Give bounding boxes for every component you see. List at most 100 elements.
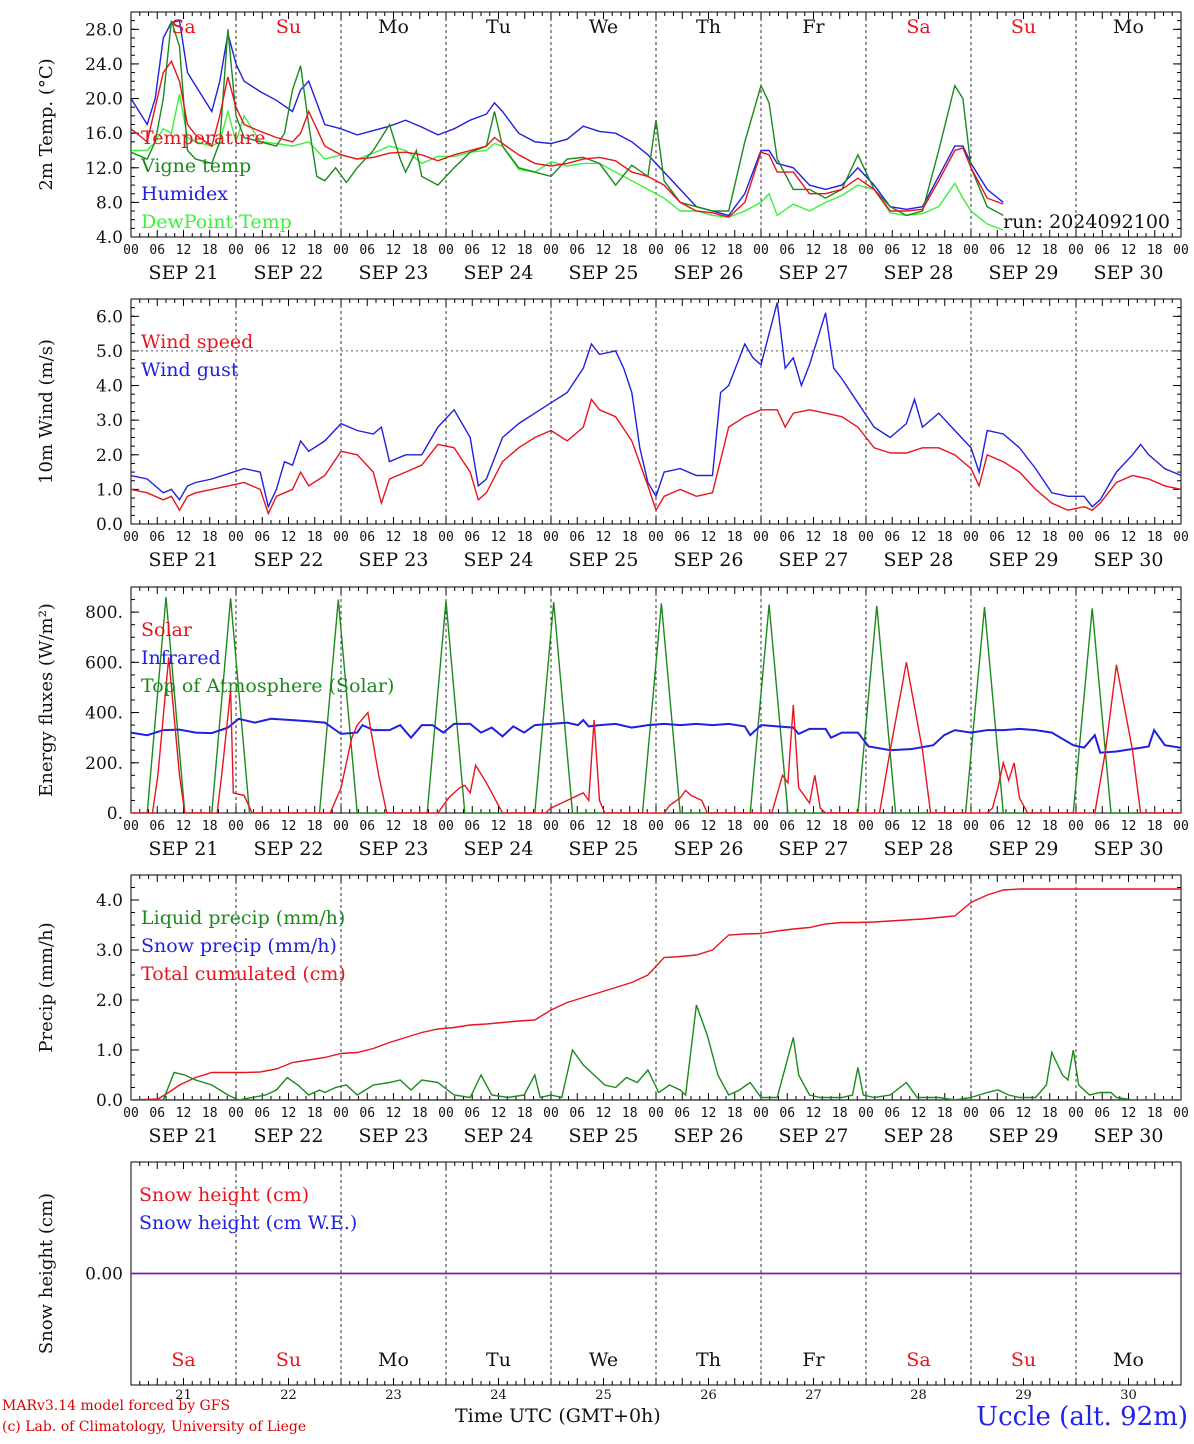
hour-tick-label: 06 — [254, 530, 270, 545]
y-tick-label: 3.0 — [96, 411, 123, 431]
panel-frame — [130, 298, 1182, 525]
date-label: SEP 29 — [989, 1125, 1059, 1147]
hour-tick-label: 06 — [254, 243, 270, 258]
time-axis-label: Time UTC (GMT+0h) — [455, 1405, 661, 1427]
hour-tick-label: 00 — [228, 1106, 244, 1121]
y-axis-title: Energy fluxes (W/m²) — [36, 603, 57, 797]
hour-tick-label: 06 — [674, 819, 690, 834]
legend-label: Wind speed — [141, 331, 253, 353]
series-line-solar — [131, 657, 1181, 813]
date-label: SEP 27 — [779, 549, 849, 571]
y-tick-label: 4.0 — [96, 377, 123, 397]
weekday-label: Mo — [1113, 16, 1144, 38]
date-label: SEP 29 — [989, 262, 1059, 284]
hour-tick-label: 00 — [753, 243, 769, 258]
date-label: SEP 23 — [359, 838, 429, 860]
weekday-label: Mo — [378, 16, 409, 38]
y-axis-title: 2m Temp. (°C) — [36, 58, 57, 190]
hour-tick-label: 06 — [569, 819, 585, 834]
hour-tick-label: 12 — [176, 1106, 192, 1121]
hour-tick-label: 18 — [307, 819, 323, 834]
panel-snow: 0.00 Snow height (cm) Snow height (cm) Snow… — [36, 1161, 1182, 1403]
weekday-label: Mo — [378, 1349, 409, 1371]
hour-tick-label: 18 — [517, 1106, 533, 1121]
hour-tick-label: 18 — [202, 530, 218, 545]
legend-label: Wind gust — [141, 359, 239, 381]
panel-temp: 4.0 8.0 12.0 16.0 20.0 24.0 28.0 2m Temp. (°C) T… — [36, 11, 1189, 284]
hour-tick-label: 12 — [806, 243, 822, 258]
date-label: SEP 27 — [779, 262, 849, 284]
hour-tick-label: 12 — [701, 530, 717, 545]
hour-tick-label: 06 — [884, 243, 900, 258]
date-label: SEP 28 — [884, 262, 954, 284]
hour-tick-label: 18 — [937, 530, 953, 545]
weekday-label: Sa — [171, 16, 195, 38]
weekday-label: Fr — [802, 16, 825, 38]
hour-tick-label: 18 — [832, 530, 848, 545]
date-label: SEP 28 — [884, 549, 954, 571]
y-tick-label: 0.00 — [85, 1265, 123, 1285]
hour-tick-label: 06 — [1094, 819, 1110, 834]
weekday-label: Tu — [486, 1349, 511, 1371]
hour-tick-label: 06 — [464, 819, 480, 834]
weekday-label: Tu — [486, 16, 511, 38]
series-group — [131, 596, 1181, 813]
hour-tick-label: 18 — [412, 530, 428, 545]
hour-tick-label: 00 — [648, 530, 664, 545]
legend-label: Top of Atmosphere (Solar) — [141, 675, 394, 697]
hour-tick-label: 00 — [333, 530, 349, 545]
y-tick-label: 0.0 — [96, 515, 123, 535]
date-label: SEP 25 — [569, 262, 639, 284]
hour-tick-label: 18 — [1147, 530, 1163, 545]
hour-tick-label: 18 — [1042, 1106, 1058, 1121]
hour-tick-label: 00 — [438, 819, 454, 834]
hour-tick-label: 12 — [1016, 530, 1032, 545]
date-label: SEP 30 — [1094, 549, 1164, 571]
hour-tick-label: 18 — [832, 1106, 848, 1121]
hour-tick-label: 12 — [1016, 243, 1032, 258]
hour-tick-label: 06 — [464, 1106, 480, 1121]
hour-tick-label: 12 — [1121, 819, 1137, 834]
date-label: SEP 23 — [359, 549, 429, 571]
date-label: SEP 26 — [674, 549, 744, 571]
y-tick-label: 1.0 — [96, 1041, 123, 1061]
date-label: SEP 30 — [1094, 262, 1164, 284]
y-tick-label: 200. — [85, 754, 123, 774]
date-label: SEP 25 — [569, 549, 639, 571]
day-number-label: 23 — [385, 1388, 402, 1403]
hour-tick-label: 00 — [123, 1106, 139, 1121]
date-label: SEP 25 — [569, 838, 639, 860]
series-group — [131, 302, 1181, 516]
hour-tick-label: 12 — [491, 1106, 507, 1121]
hour-tick-label: 06 — [149, 530, 165, 545]
hour-tick-label: 00 — [753, 819, 769, 834]
copyright-credit: (c) Lab. of Climatology, University of L… — [2, 1419, 307, 1435]
hour-tick-label: 18 — [622, 819, 638, 834]
hour-tick-label: 06 — [884, 819, 900, 834]
hour-tick-label: 12 — [491, 530, 507, 545]
hour-tick-label: 00 — [123, 530, 139, 545]
hour-tick-label: 00 — [228, 819, 244, 834]
hour-tick-label: 12 — [911, 243, 927, 258]
hour-tick-label: 06 — [779, 819, 795, 834]
date-label: SEP 22 — [254, 262, 324, 284]
hour-tick-label: 12 — [911, 530, 927, 545]
day-number-label: 25 — [595, 1388, 612, 1403]
y-tick-label: 2.0 — [96, 991, 123, 1011]
hour-tick-label: 18 — [307, 1106, 323, 1121]
date-label: SEP 28 — [884, 838, 954, 860]
hour-tick-label: 00 — [438, 243, 454, 258]
hour-tick-label: 00 — [963, 1106, 979, 1121]
date-label: SEP 27 — [779, 1125, 849, 1147]
y-tick-label: 4.0 — [96, 891, 123, 911]
hour-tick-label: 00 — [543, 243, 559, 258]
hour-tick-label: 18 — [412, 819, 428, 834]
hour-tick-label: 06 — [989, 819, 1005, 834]
hour-tick-label: 06 — [989, 243, 1005, 258]
hour-tick-label: 00 — [1068, 530, 1084, 545]
hour-tick-label: 18 — [202, 1106, 218, 1121]
y-tick-label: 400. — [85, 704, 123, 724]
hour-tick-label: 00 — [333, 819, 349, 834]
series-line-temperature — [131, 59, 1004, 218]
hour-tick-label: 12 — [596, 1106, 612, 1121]
